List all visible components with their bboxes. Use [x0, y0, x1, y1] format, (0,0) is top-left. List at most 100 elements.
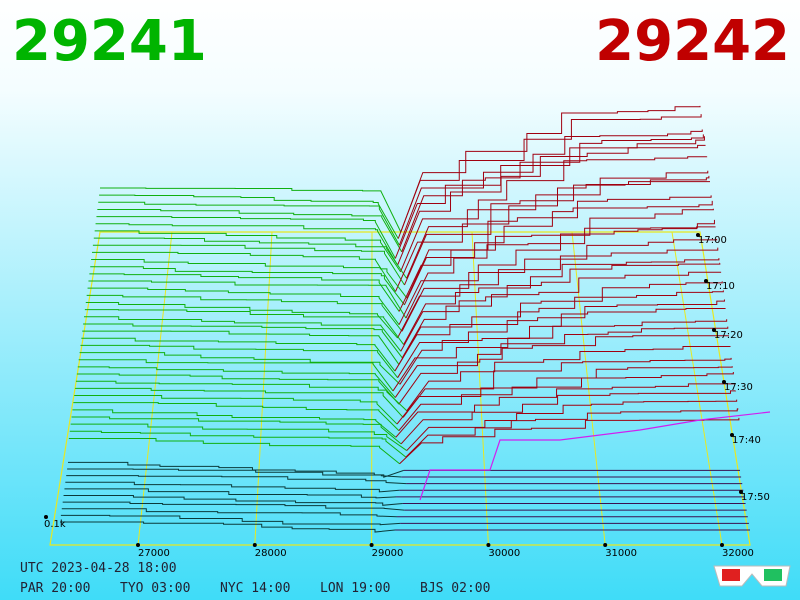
clock: PAR 20:00: [20, 581, 90, 596]
ask-depth-line: [402, 357, 732, 418]
bid-price: 29241: [12, 9, 207, 74]
depth-label: 0.1k: [44, 519, 66, 530]
time-tick-label: 17:30: [724, 382, 753, 393]
bid-depth-line: [92, 244, 405, 286]
ask-depth-line: [392, 319, 728, 392]
bid-depth-line: [67, 468, 402, 478]
clock: NYC 14:00: [220, 581, 290, 596]
time-tick-label: 17:20: [714, 330, 743, 341]
bid-depth-line: [74, 395, 398, 425]
bid-depth-line: [93, 237, 408, 279]
bid-depth-line: [71, 416, 402, 445]
bid-depth-line: [77, 366, 396, 398]
price-tick-dot: [369, 543, 374, 547]
bid-depth-line: [61, 508, 397, 518]
ask-depth-line: [397, 247, 719, 339]
bid-depth-line: [83, 323, 403, 359]
bid-depth-line: [70, 423, 408, 451]
bid-depth-line: [72, 409, 397, 438]
time-tick-label: 17:50: [741, 492, 770, 503]
bid-depth-line: [92, 251, 396, 292]
ask-depth-line: [404, 175, 710, 286]
bid-depth-line: [76, 380, 408, 412]
ask-depth-line: [406, 399, 738, 451]
clock: LON 19:00: [320, 581, 390, 596]
ask-depth-line: [398, 335, 729, 405]
bid-depth-line: [87, 287, 400, 326]
time-tick-dot: [696, 233, 700, 237]
bid-depth-line: [66, 475, 407, 485]
ask-depth-line: [406, 170, 709, 279]
bid-depth-line: [86, 294, 403, 332]
ask-depth-line: [397, 144, 706, 266]
bid-depth-line: [98, 201, 400, 246]
bid-depth-line: [78, 359, 394, 392]
ask-depth-line: [405, 408, 739, 458]
time-tick-label: 17:10: [706, 281, 735, 292]
ask-depth-line: [401, 238, 718, 332]
bid-depth-line: [100, 187, 402, 233]
depth-dot: [44, 515, 48, 519]
ask-depth-line: [400, 105, 701, 233]
price-tick-label: 32000: [722, 548, 754, 559]
ask-price: 29242: [595, 9, 790, 74]
ask-depth-line: [394, 290, 724, 372]
bid-depth-line: [80, 344, 399, 378]
bid-depth-line: [99, 194, 399, 239]
ask-depth-line: [400, 262, 721, 352]
ask-depth-line: [401, 134, 704, 253]
bid-depth-line: [84, 309, 405, 345]
ask-depth-line: [398, 226, 716, 325]
price-tick-label: 31000: [605, 548, 637, 559]
floor-outline: [49, 231, 751, 546]
time-tick-dot: [712, 328, 716, 332]
bid-depth-line: [88, 280, 407, 319]
price-grid-line: [137, 231, 173, 546]
bid-depth-line: [96, 216, 396, 259]
ask-depth-line: [397, 299, 725, 378]
clock: BJS 02:00: [420, 581, 490, 596]
bid-depth-line: [63, 495, 403, 506]
price-grid-line: [254, 231, 273, 546]
bid-depth-line: [85, 301, 398, 339]
bid-depth-line: [84, 316, 402, 352]
bid-depth-line: [90, 266, 405, 306]
price-tick-dot: [486, 543, 491, 547]
ask-depth-line: [398, 281, 723, 365]
time-tick-label: 17:40: [732, 435, 761, 446]
ask-depth-line: [395, 383, 735, 438]
ask-depth-line: [401, 271, 722, 359]
time-tick-dot: [739, 490, 743, 494]
bid-depth-line: [89, 273, 400, 312]
bid-depth-line: [60, 521, 396, 533]
ask-depth-line: [394, 326, 729, 398]
ask-depth-line: [406, 345, 731, 412]
price-tick-label: 30000: [488, 548, 520, 559]
ask-depth-line: [405, 219, 715, 319]
price-tick-label: 29000: [372, 548, 404, 559]
price-tick-dot: [136, 543, 140, 547]
ask-depth-line: [396, 366, 733, 425]
bid-depth-line: [75, 387, 404, 418]
ask-depth-line: [403, 200, 713, 306]
price-tick-label: 27000: [138, 548, 170, 559]
price-tick-dot: [720, 543, 724, 547]
clock: TYO 03:00: [120, 581, 190, 596]
ask-edge: [419, 411, 771, 501]
depth-scene: [44, 105, 771, 547]
ask-depth-line: [400, 390, 737, 445]
glasses-icon: [713, 565, 791, 587]
bid-depth-line: [91, 259, 408, 299]
bid-depth-line: [97, 208, 403, 253]
bid-depth-line: [60, 514, 401, 526]
bid-depth-line: [73, 402, 400, 432]
bid-depth-line: [69, 430, 407, 458]
ask-depth-line: [395, 181, 710, 292]
bid-depth-line: [76, 373, 400, 405]
utc-time: UTC 2023-04-28 18:00: [20, 561, 177, 576]
price-tick-dot: [252, 543, 257, 547]
bid-depth-line: [82, 330, 400, 365]
ask-depth-line: [398, 372, 734, 431]
